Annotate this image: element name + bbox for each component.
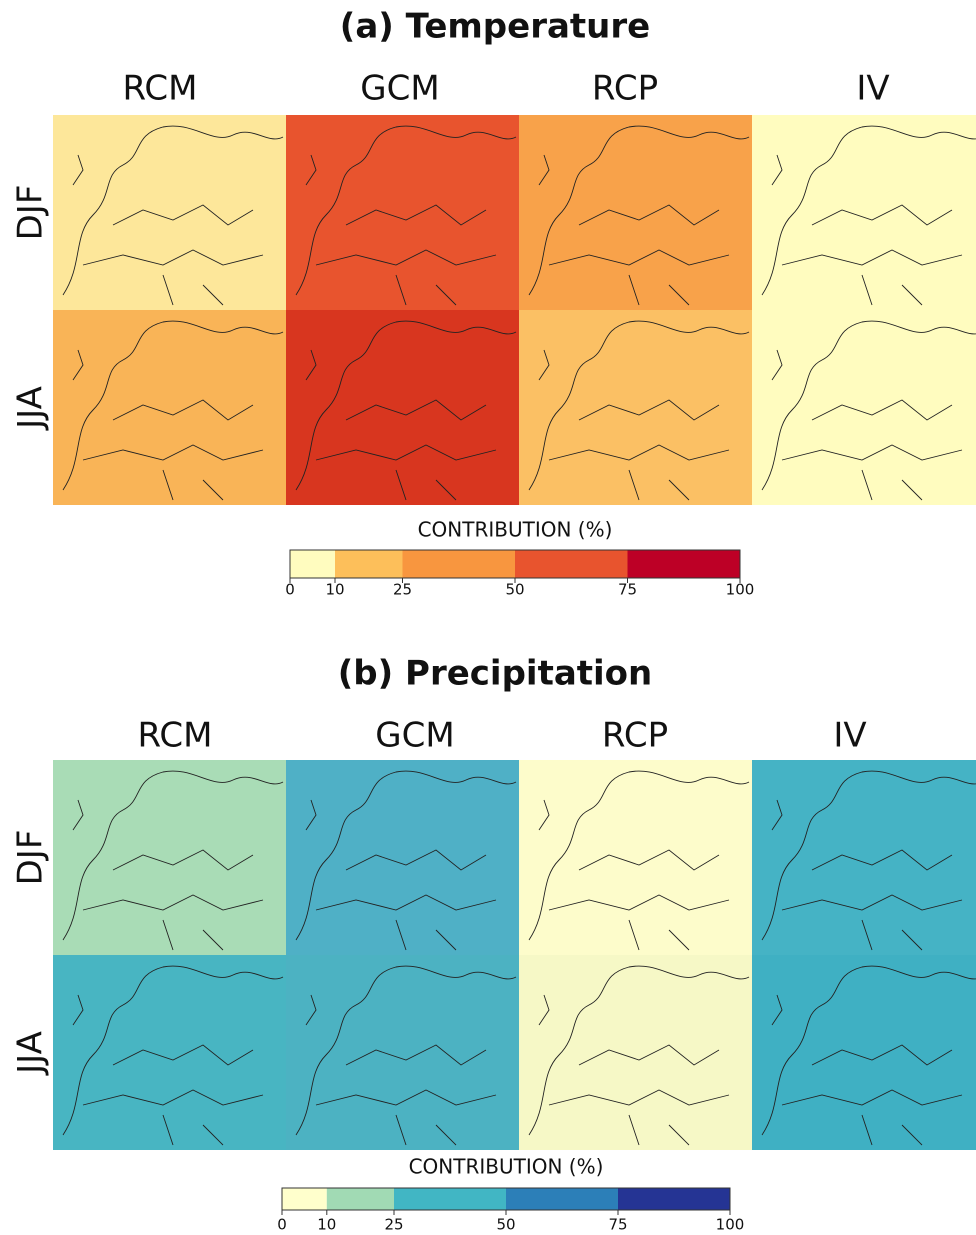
colorbar-label: CONTRIBUTION (%): [409, 1155, 604, 1179]
colorbar-segment: [627, 550, 740, 578]
column-header: RCP: [592, 69, 658, 109]
coastline: [295, 125, 517, 306]
map-outline: [528, 125, 750, 306]
colorbar-tick-label: 0: [277, 1216, 287, 1234]
map-panel: [752, 115, 976, 310]
coastline: [295, 320, 517, 501]
colorbar-segment: [394, 1188, 506, 1210]
colorbar-segment: [282, 1188, 327, 1210]
map-outline: [761, 770, 976, 951]
coastline: [761, 770, 976, 951]
colorbar-tick-label: 10: [325, 581, 344, 599]
colorbar-tick-label: 0: [285, 581, 295, 599]
colorbar-tick-label: 100: [716, 1216, 745, 1234]
map-outline: [528, 770, 750, 951]
map-outline: [761, 965, 976, 1146]
map-panel: [752, 760, 976, 955]
map-panel: [519, 760, 752, 955]
colorbar-segment: [402, 550, 515, 578]
map-outline: [761, 125, 976, 306]
column-header: IV: [833, 716, 866, 756]
map-outline: [62, 125, 284, 306]
row-label: JJA: [11, 386, 51, 431]
colorbar-tick-label: 75: [618, 581, 637, 599]
map-panel: [286, 955, 519, 1150]
map-panel: [752, 955, 976, 1150]
coastline: [761, 320, 976, 501]
column-header: RCM: [137, 716, 212, 756]
map-outline: [761, 320, 976, 501]
map-panel: [53, 760, 286, 955]
column-header: RCP: [602, 716, 668, 756]
colorbar-tick-label: 25: [393, 581, 412, 599]
coastline: [295, 770, 517, 951]
map-panel: [519, 115, 752, 310]
coastline: [62, 965, 284, 1146]
coastline: [528, 320, 750, 501]
map-panel: [752, 310, 976, 505]
map-panel: [53, 955, 286, 1150]
colorbar-tick-label: 50: [496, 1216, 515, 1234]
column-header: IV: [856, 69, 889, 109]
colorbar-segment: [618, 1188, 730, 1210]
map-panel: [286, 760, 519, 955]
column-header: GCM: [360, 69, 439, 109]
colorbar-segment: [326, 1188, 394, 1210]
row-label: JJA: [11, 1031, 51, 1076]
map-outline: [295, 320, 517, 501]
map-panel: [519, 955, 752, 1150]
map-panel: [53, 115, 286, 310]
map-outline: [62, 965, 284, 1146]
coastline: [528, 770, 750, 951]
coastline: [62, 125, 284, 306]
map-panel: [53, 310, 286, 505]
coastline: [528, 965, 750, 1146]
colorbar-tick-label: 100: [726, 581, 755, 599]
map-outline: [62, 320, 284, 501]
colorbar-segment: [515, 550, 628, 578]
column-header: GCM: [375, 716, 454, 756]
map-outline: [62, 770, 284, 951]
map-panel: [286, 115, 519, 310]
coastline: [62, 770, 284, 951]
colorbar-tick-label: 10: [317, 1216, 336, 1234]
coastline: [761, 965, 976, 1146]
map-panel: [519, 310, 752, 505]
row-label: DJF: [11, 830, 51, 886]
coastline: [62, 320, 284, 501]
panel-title: (b) Precipitation: [338, 654, 652, 694]
panel-title: (a) Temperature: [340, 7, 650, 47]
colorbar-tick-label: 50: [505, 581, 524, 599]
map-outline: [528, 965, 750, 1146]
coastline: [528, 125, 750, 306]
map-outline: [528, 320, 750, 501]
colorbar-segment: [290, 550, 335, 578]
map-panel: [286, 310, 519, 505]
colorbar-label: CONTRIBUTION (%): [418, 518, 613, 542]
colorbar-segment: [335, 550, 403, 578]
coastline: [295, 965, 517, 1146]
colorbar-tick-label: 25: [384, 1216, 403, 1234]
map-outline: [295, 125, 517, 306]
map-outline: [295, 770, 517, 951]
colorbar-segment: [506, 1188, 618, 1210]
column-header: RCM: [122, 69, 197, 109]
coastline: [761, 125, 976, 306]
colorbar-tick-label: 75: [608, 1216, 627, 1234]
row-label: DJF: [11, 185, 51, 241]
map-outline: [295, 965, 517, 1146]
